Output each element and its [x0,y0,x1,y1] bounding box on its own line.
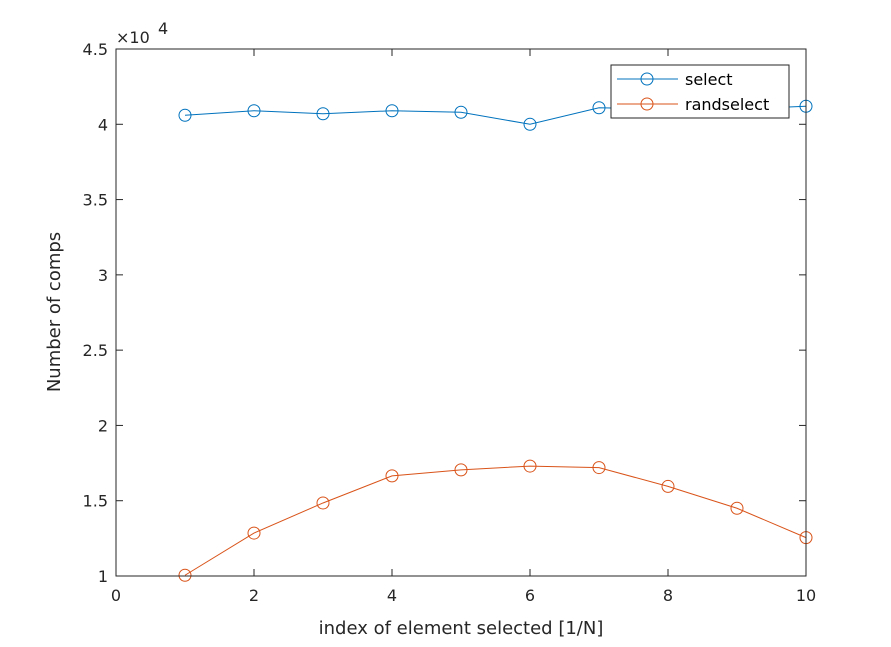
y-tick-label: 4.5 [83,40,108,59]
data-point-randselect [730,501,744,515]
legend-box [610,64,790,119]
y-exponent-base: ×10 [116,28,150,47]
data-point-randselect [454,463,468,477]
x-tick-label: 0 [111,586,121,605]
y-tick-label: 2 [98,416,108,435]
y-tick-label: 1.5 [83,492,108,511]
y-exponent-power: 4 [158,19,168,38]
legend: select randselect [610,64,790,119]
data-point-randselect [247,526,261,540]
x-axis-title: index of element selected [1/N] [319,618,604,639]
legend-marker-randselect [640,97,654,111]
x-tick-label: 6 [525,586,535,605]
data-point-randselect [316,496,330,510]
y-axis-title: Number of comps [44,232,65,392]
y-tick-label: 4 [98,115,108,134]
axes-box [115,48,807,577]
series-line-randselect [184,465,807,576]
data-point-select [247,104,261,118]
axis-ticks: 0 2 4 6 8 10 1 1.5 2 2.5 3 3.5 4 4.5 [83,40,817,605]
y-tick-label: 2.5 [83,341,108,360]
data-point-randselect [523,459,537,473]
plot-area [116,49,806,576]
legend-label-select: select [685,70,733,89]
y-tick-label: 1 [98,567,108,586]
legend-marker-select [640,72,654,86]
legend-label-randselect: randselect [685,95,769,114]
data-point-select [523,117,537,131]
y-tick-label: 3 [98,266,108,285]
y-tick-label: 3.5 [83,191,108,210]
data-point-randselect [661,479,675,493]
x-tick-label: 8 [663,586,673,605]
x-tick-label: 2 [249,586,259,605]
data-point-select [385,104,399,118]
data-point-select [454,105,468,119]
data-point-select [178,108,192,122]
data-point-select [592,101,606,115]
data-point-randselect [592,461,606,475]
x-tick-label: 4 [387,586,397,605]
data-point-randselect [385,469,399,483]
x-tick-label: 10 [796,586,816,605]
data-point-select [316,107,330,121]
data-point-randselect [178,568,192,582]
